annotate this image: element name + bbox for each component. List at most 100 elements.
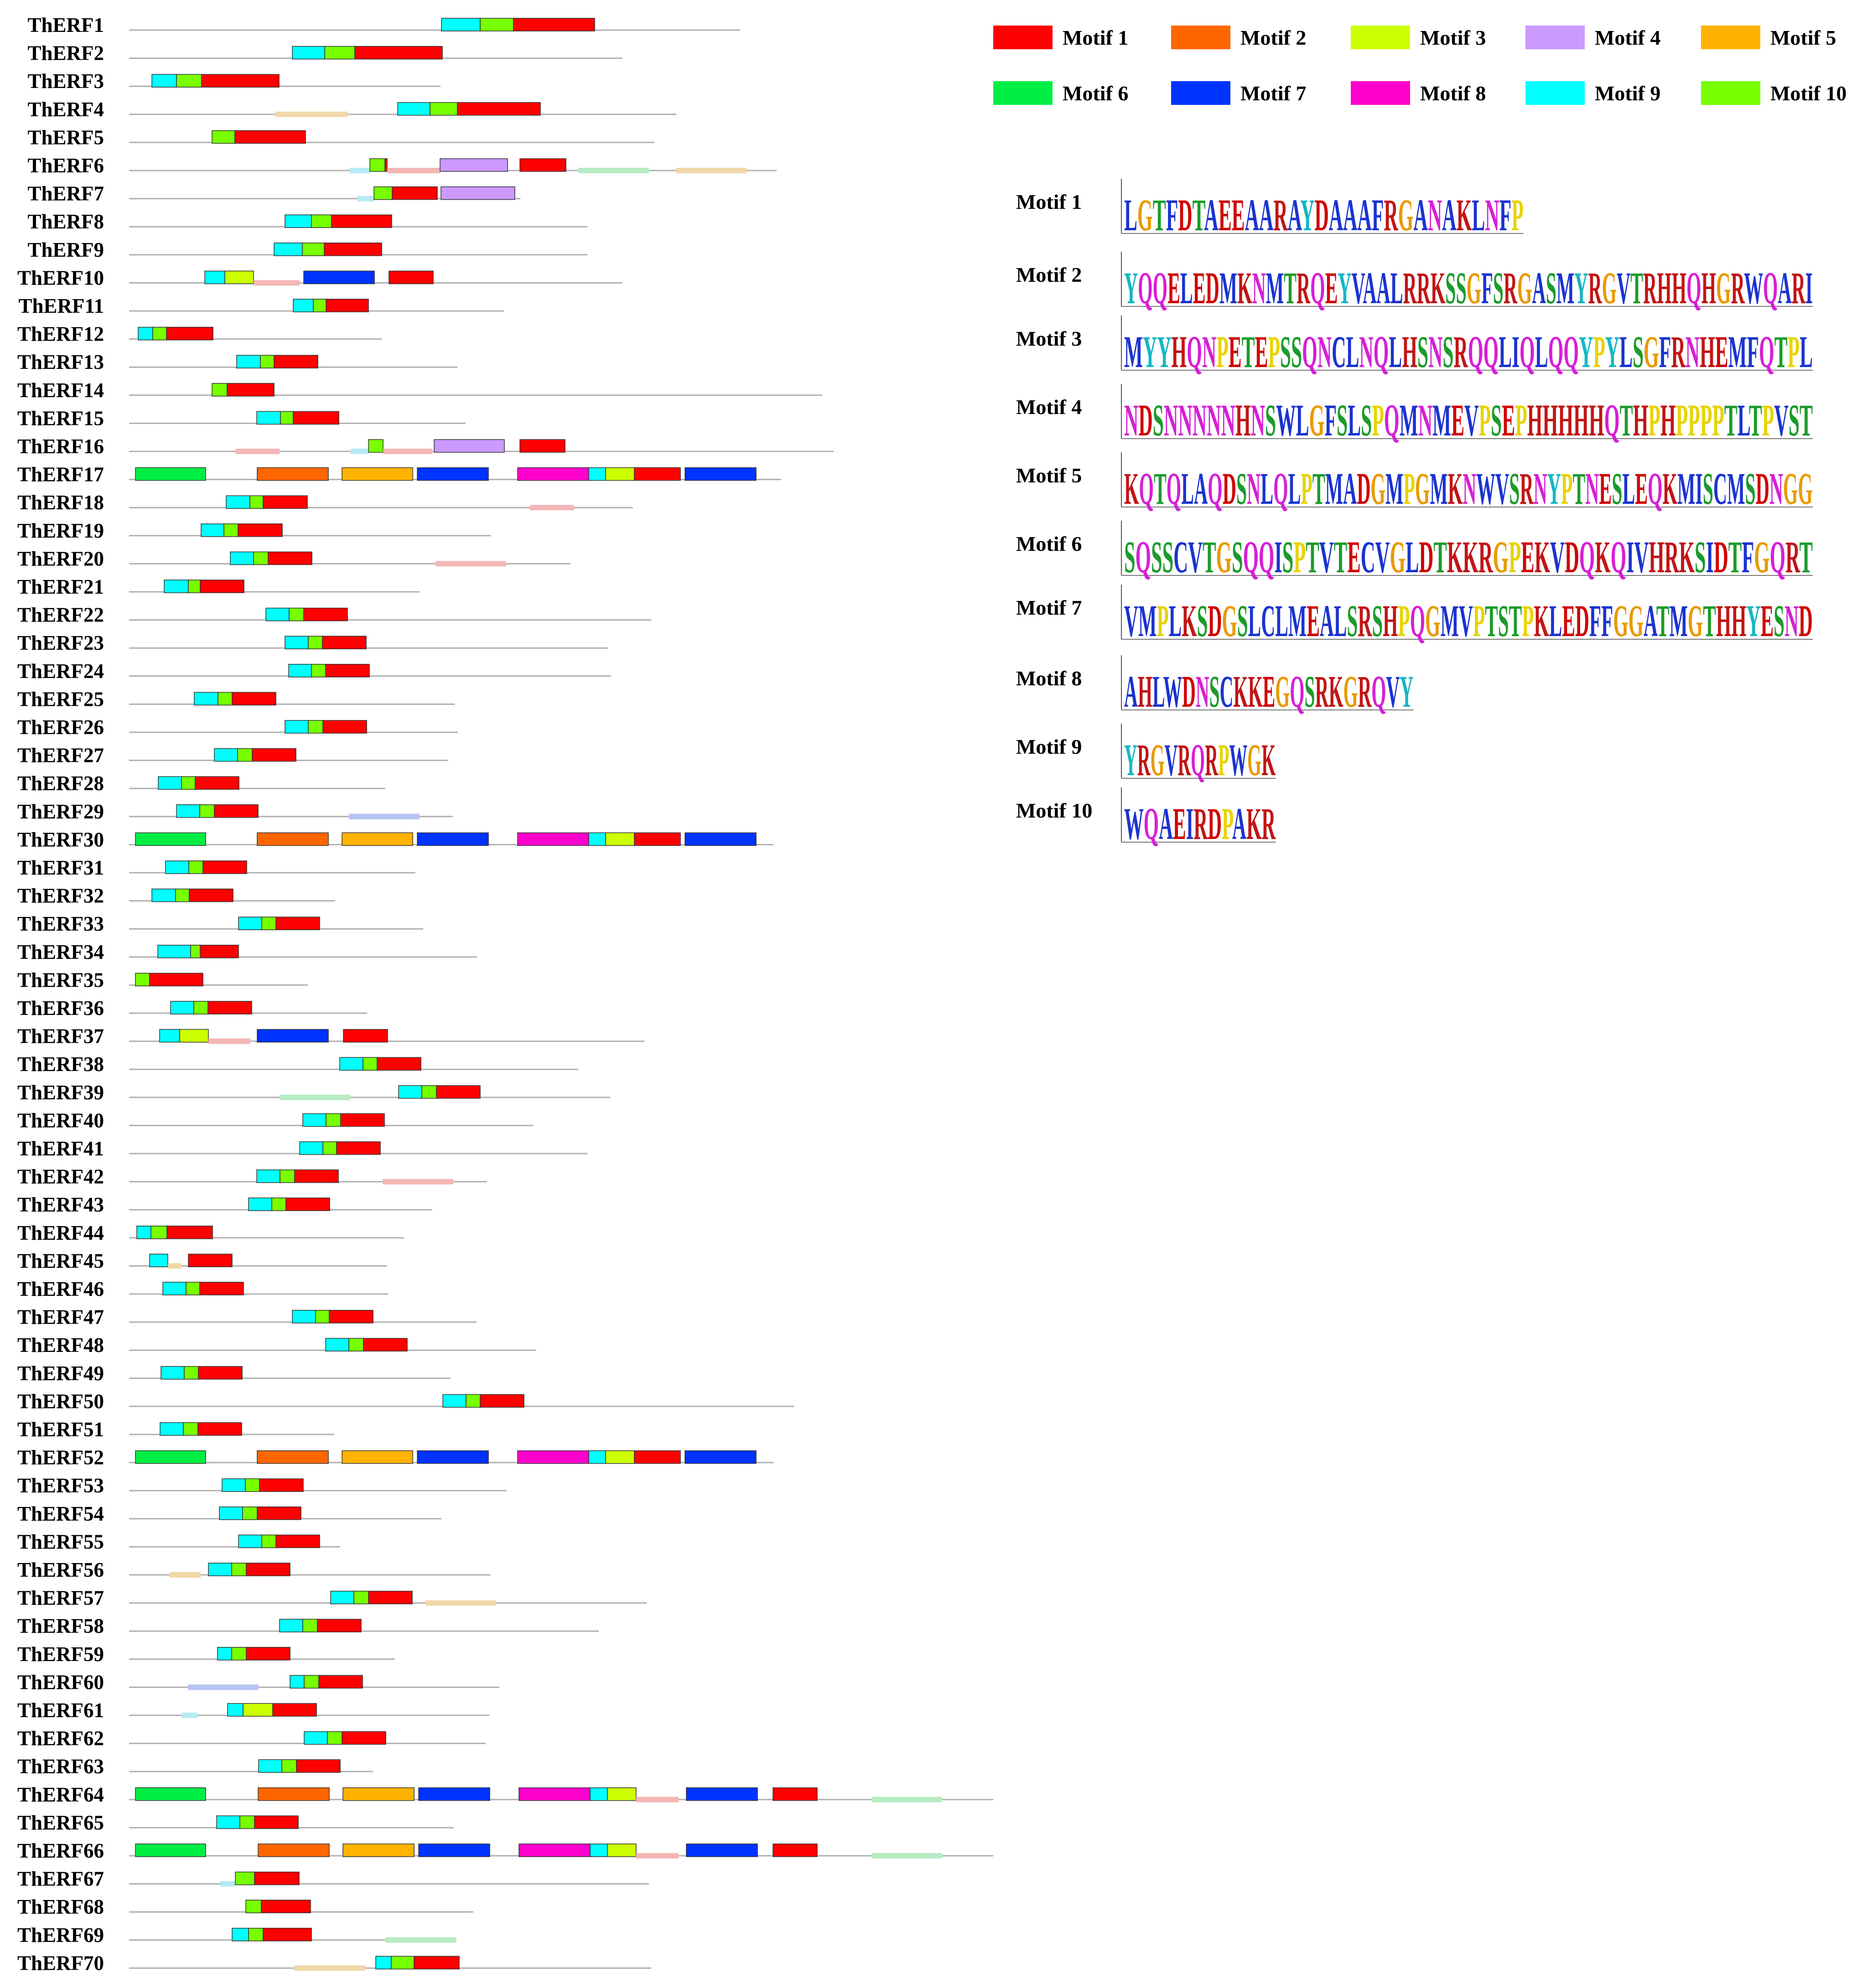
- motif-box-motif-3: [607, 1843, 637, 1857]
- motif-box-motif-7: [685, 467, 757, 481]
- legend-item: Motif 1: [993, 26, 1128, 49]
- logo-label: Motif 8: [1016, 667, 1082, 690]
- motif-box-motif-9: [397, 102, 430, 116]
- motif-box-motif-9: [274, 243, 303, 256]
- gene-row: ThERF16: [17, 435, 834, 458]
- motif-box-faint-tan: [168, 1263, 182, 1269]
- motif-box-motif-10: [212, 130, 235, 144]
- motif-box-motif-3: [243, 1703, 273, 1717]
- motif-box-motif-1: [342, 1731, 386, 1745]
- motif-box-motif-1: [166, 1226, 213, 1239]
- gene-label: ThERF28: [17, 772, 104, 795]
- gene-label: ThERF48: [17, 1334, 104, 1356]
- gene-label: ThERF64: [17, 1783, 104, 1806]
- motif-box-motif-1: [202, 860, 247, 874]
- motif-box-motif-9: [230, 551, 254, 565]
- motif-box-motif-7: [418, 1787, 490, 1801]
- motif-box-motif-10: [237, 748, 253, 762]
- motif-box-motif-1: [634, 832, 681, 846]
- legend-label: Motif 1: [1063, 26, 1128, 49]
- gene-label: ThERF35: [17, 968, 104, 991]
- motif-box-faint-lightblue: [351, 449, 368, 454]
- motif-box-motif-1: [246, 1647, 290, 1661]
- gene-label: ThERF7: [27, 182, 104, 205]
- motif-box-motif-9: [208, 1563, 232, 1576]
- gene-row: ThERF15: [17, 407, 466, 430]
- motif-box-motif-8: [519, 1787, 591, 1801]
- motif-box-motif-10: [184, 1366, 199, 1380]
- gene-row: ThERF47: [17, 1306, 477, 1329]
- motif-box-motif-9: [165, 860, 189, 874]
- gene-label: ThERF53: [17, 1474, 104, 1497]
- gene-label: ThERF33: [17, 912, 104, 935]
- gene-label: ThERF39: [17, 1081, 104, 1104]
- gene-label: ThERF63: [17, 1755, 104, 1778]
- motif-box-motif-7: [686, 1843, 758, 1857]
- motif-box-faint-lightblue: [220, 1881, 235, 1887]
- motif-box-motif-9: [161, 1366, 185, 1380]
- motif-box-motif-8: [517, 1450, 589, 1464]
- motif-box-motif-10: [281, 1759, 297, 1773]
- motif-box-motif-9: [330, 1590, 354, 1605]
- gene-label: ThERF43: [17, 1193, 104, 1216]
- gene-row: ThERF31: [17, 856, 415, 879]
- gene-label: ThERF44: [17, 1222, 104, 1244]
- legend-label: Motif 5: [1770, 26, 1836, 49]
- motif-box-motif-10: [369, 158, 385, 172]
- motif-box-motif-9: [258, 1759, 282, 1773]
- logo-sequence: YRGVRQRPWGK: [1124, 735, 1276, 785]
- gene-label: ThERF5: [27, 126, 104, 149]
- gene-row: ThERF36: [17, 997, 367, 1020]
- motif-box-motif-9: [222, 1478, 246, 1492]
- motif-box-motif-2: [257, 1450, 329, 1464]
- legend-item: Motif 6: [993, 81, 1128, 105]
- gene-label: ThERF50: [17, 1390, 104, 1413]
- motif-box-motif-9: [219, 1507, 243, 1520]
- motif-box-motif-1: [634, 1450, 681, 1464]
- logo-label: Motif 5: [1016, 464, 1082, 487]
- motif-box-motif-8: [519, 1843, 591, 1857]
- motif-box-motif-10: [313, 299, 327, 312]
- motif-box-motif-9: [285, 214, 312, 228]
- motif-box-motif-9: [588, 1450, 606, 1464]
- motif-box-motif-1: [354, 46, 443, 60]
- gene-row: ThERF37: [17, 1025, 644, 1048]
- gene-label: ThERF59: [17, 1643, 104, 1666]
- motif-box-motif-7: [417, 832, 489, 846]
- motif-logo: Motif 7 VMPLKSDGSLCLMEALSRSHPQGMVPTSTPKLE…: [1016, 585, 1813, 646]
- motif-color-legend: Motif 1 Motif 2 Motif 3 Motif 4 Motif 5 Motif…: [993, 26, 1846, 105]
- gene-label: ThERF26: [17, 716, 104, 739]
- logo-sequence: VMPLKSDGSLCLMEALSRSHPQGMVPTSTPKLEDFFGGAT…: [1124, 595, 1813, 646]
- logo-label: Motif 7: [1016, 596, 1082, 619]
- gene-label: ThERF34: [17, 941, 104, 963]
- motif-box-motif-10: [150, 1226, 167, 1239]
- motif-box-motif-1: [322, 636, 367, 649]
- motif-box-motif-1: [275, 1534, 320, 1548]
- gene-label: ThERF62: [17, 1727, 104, 1750]
- motif-logo: Motif 2 YQQELEDMKNMTRQEYVAALRRKSSGFSRGASM…: [1016, 252, 1813, 313]
- gene-label: ThERF41: [17, 1137, 104, 1160]
- logo-sequence: AHLWDNSCKKEGQSRKGRQVY: [1124, 666, 1413, 717]
- gene-row: ThERF18: [17, 491, 633, 514]
- gene-label: ThERF10: [17, 266, 104, 289]
- gene-row: ThERF32: [17, 885, 335, 907]
- motif-box-motif-10: [135, 973, 150, 987]
- gene-row: ThERF1: [27, 14, 740, 36]
- legend-item: Motif 3: [1351, 26, 1486, 49]
- motif-box-motif-6: [135, 1787, 206, 1801]
- motif-box-motif-9: [136, 1226, 151, 1239]
- gene-label: ThERF66: [17, 1839, 104, 1862]
- motif-box-motif-7: [686, 1787, 758, 1801]
- motif-box-motif-1: [363, 1338, 408, 1351]
- motif-box-motif-9: [158, 776, 182, 790]
- motif-box-motif-1: [384, 158, 388, 172]
- motif-box-motif-9: [590, 1843, 608, 1857]
- legend-swatch: [1351, 81, 1410, 105]
- motif-box-motif-3: [224, 270, 254, 285]
- motif-box-motif-2: [257, 832, 329, 846]
- gene-row: ThERF65: [17, 1811, 454, 1834]
- motif-box-motif-9: [302, 1113, 327, 1127]
- gene-row: ThERF70: [17, 1952, 651, 1974]
- motif-box-motif-1: [254, 1871, 300, 1885]
- motif-box-motif-10: [175, 888, 190, 902]
